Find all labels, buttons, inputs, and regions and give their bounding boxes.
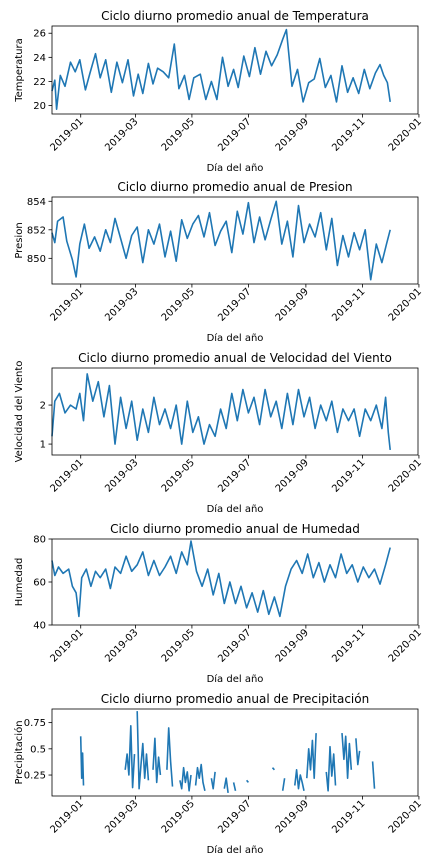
x-tick-label: 2020-01 — [387, 627, 424, 664]
x-tick-label: 2020-01 — [387, 798, 424, 835]
x-tick-label: 2019-11 — [330, 798, 367, 835]
series-line-4-16 — [341, 733, 353, 779]
series-line-4-18 — [371, 761, 376, 789]
y-tick-label: 1 — [40, 440, 46, 451]
chart-panel-2: 1 2 2019-01 2019-03 2019-05 2019-07 2019-09 201… — [14, 351, 424, 515]
axes-frame — [51, 196, 419, 285]
y-axis-label: Humedad — [14, 558, 25, 607]
series-line-4-0 — [79, 736, 85, 786]
series-line-4-9 — [232, 782, 237, 791]
y-tick-label: 40 — [33, 621, 46, 632]
series-line-4-12 — [281, 778, 286, 791]
y-tick-label: 22 — [33, 77, 46, 88]
x-tick-label: 2020-01 — [387, 116, 424, 153]
y-axis-label: Temperatura — [14, 38, 25, 103]
x-tick-label: 2019-11 — [330, 286, 367, 323]
x-tick-label: 2020-01 — [387, 286, 424, 323]
chart-panel-0: 20 22 24 26 2019-01 2019-03 2019-05 2019-07 2019… — [14, 9, 424, 174]
series-line-4-10 — [245, 779, 250, 783]
series-line-4-8 — [223, 777, 229, 794]
x-tick-label: 2019-07 — [216, 286, 253, 323]
series-line-2-0 — [51, 373, 391, 450]
x-axis-label: Día del año — [207, 332, 264, 344]
x-tick-label: 2019-05 — [160, 286, 197, 323]
x-tick-label: 2019-01 — [49, 286, 86, 323]
x-tick-label: 2019-09 — [274, 798, 311, 835]
x-tick-label: 2019-09 — [274, 457, 311, 494]
chart-title: Ciclo diurno promedio anual de Velocidad… — [78, 351, 392, 365]
series-line-4-1 — [124, 725, 136, 789]
axes-frame — [51, 538, 419, 626]
y-axis-label: Velocidad del Viento — [14, 361, 25, 463]
axes-frame — [51, 708, 419, 797]
x-tick-label: 2019-03 — [103, 116, 140, 153]
y-tick-label: 60 — [33, 578, 46, 589]
chart-title: Ciclo diurno promedio anual de Humedad — [110, 522, 360, 536]
x-tick-label: 2019-03 — [103, 798, 140, 835]
chart-panel-1: 850 852 854 2019-01 2019-03 2019-05 2019-07 201… — [14, 180, 424, 344]
series-line-4-6 — [194, 763, 206, 791]
x-tick-label: 2019-09 — [274, 627, 311, 664]
axes-frame — [51, 25, 419, 115]
x-axis-label: Día del año — [207, 162, 264, 174]
x-tick-label: 2019-01 — [49, 457, 86, 494]
x-tick-label: 2019-07 — [216, 627, 253, 664]
series-line-4-11 — [271, 767, 275, 771]
x-tick-label: 2019-07 — [216, 116, 253, 153]
x-axis-label: Día del año — [207, 503, 264, 515]
series-line-1-0 — [51, 200, 391, 281]
x-tick-label: 2019-07 — [216, 457, 253, 494]
y-axis-label: Presion — [14, 222, 25, 258]
series-line-4-14 — [306, 733, 317, 779]
x-tick-label: 2019-11 — [330, 116, 367, 153]
x-tick-label: 2020-01 — [387, 457, 424, 494]
series-line-0-0 — [51, 28, 391, 110]
x-tick-label: 2019-05 — [160, 116, 197, 153]
y-tick-label: 24 — [33, 53, 46, 64]
x-tick-label: 2019-03 — [103, 457, 140, 494]
y-tick-label: 0.75 — [24, 718, 46, 729]
x-tick-label: 2019-03 — [103, 286, 140, 323]
y-tick-label: 0.25 — [24, 771, 46, 782]
series-line-4-17 — [355, 738, 361, 766]
y-tick-label: 26 — [33, 29, 46, 40]
x-tick-label: 2019-09 — [274, 286, 311, 323]
x-tick-label: 2019-11 — [330, 627, 367, 664]
chart-title: Ciclo diurno promedio anual de Presion — [117, 180, 352, 194]
series-line-4-5 — [179, 766, 192, 792]
chart-title: Ciclo diurno promedio anual de Temperatu… — [101, 9, 369, 23]
series-line-4-15 — [325, 745, 337, 792]
chart-panel-3: 40 60 80 2019-01 2019-03 2019-05 2019-07 2019-0… — [14, 522, 424, 685]
x-tick-label: 2019-01 — [49, 116, 86, 153]
x-tick-label: 2019-01 — [49, 798, 86, 835]
series-line-4-4 — [166, 727, 174, 787]
y-tick-label: 0.5 — [30, 744, 46, 755]
series-line-4-2 — [136, 711, 150, 790]
x-axis-label: Día del año — [207, 673, 264, 685]
x-tick-label: 2019-05 — [160, 457, 197, 494]
y-tick-label: 852 — [27, 225, 46, 236]
series-line-3-0 — [51, 540, 391, 618]
x-tick-label: 2019-03 — [103, 627, 140, 664]
series-line-4-13 — [294, 769, 305, 791]
chart-panel-4: 0.25 0.5 0.75 2019-01 2019-03 2019-05 2019-07 2… — [13, 692, 424, 856]
x-tick-label: 2019-07 — [216, 798, 253, 835]
y-axis-label: Precipitación — [13, 720, 25, 784]
axes-frame — [51, 367, 419, 456]
x-tick-label: 2019-05 — [160, 627, 197, 664]
x-tick-label: 2019-01 — [49, 627, 86, 664]
x-axis-label: Día del año — [207, 844, 264, 856]
y-tick-label: 850 — [27, 254, 46, 265]
x-tick-label: 2019-05 — [160, 798, 197, 835]
y-tick-label: 80 — [33, 535, 46, 546]
y-tick-label: 2 — [40, 401, 46, 412]
series-line-4-7 — [210, 771, 216, 790]
chart-title: Ciclo diurno promedio anual de Precipita… — [101, 692, 369, 706]
series-line-4-3 — [152, 737, 162, 784]
y-tick-label: 854 — [27, 197, 46, 208]
x-tick-label: 2019-09 — [274, 116, 311, 153]
y-tick-label: 20 — [33, 101, 46, 112]
x-tick-label: 2019-11 — [330, 457, 367, 494]
